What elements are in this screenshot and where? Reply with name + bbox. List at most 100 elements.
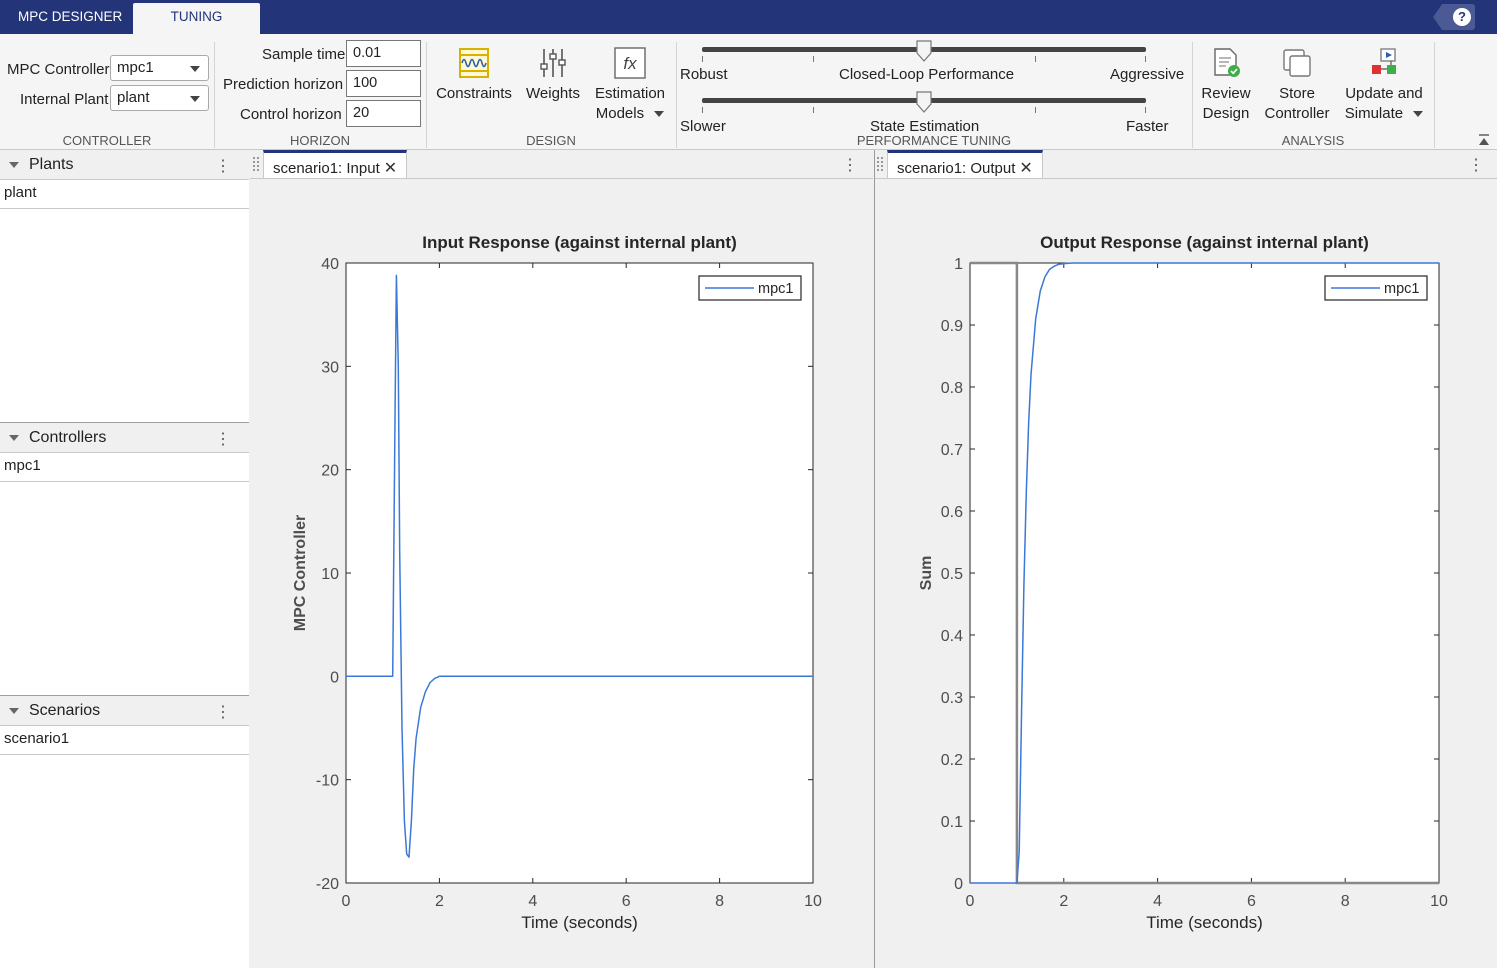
- state-estimation-slider[interactable]: [702, 91, 1146, 113]
- slider-thumb[interactable]: [916, 40, 932, 62]
- y-tick-label: 0: [330, 669, 339, 686]
- update-label-line1: Update and: [1345, 85, 1423, 102]
- toolstrip: MPC Controller mpc1 Internal Plant plant…: [0, 34, 1497, 150]
- chevron-down-icon: [1413, 111, 1424, 118]
- tab-scenario1-output[interactable]: scenario1: Output ✕: [887, 150, 1043, 178]
- output-response-chart: 0 2 4 6 8 10 0 0.1 0.2 0.3 0.4 0.5 0.6 0.7 0.8 0.9 1 Outp…: [918, 233, 1448, 932]
- section-divider: [1434, 42, 1435, 148]
- plot-area: [345, 262, 814, 884]
- y-tick-label: 30: [321, 359, 339, 376]
- sliders-icon: [540, 49, 566, 77]
- prediction-horizon-field[interactable]: 100: [346, 70, 421, 97]
- estimation-models-button[interactable]: fx Estimation Models: [592, 46, 668, 124]
- controller-list-item[interactable]: mpc1: [0, 453, 249, 482]
- close-icon[interactable]: ✕: [1019, 160, 1033, 177]
- x-tick-label: 0: [966, 893, 975, 910]
- slider-tick: [813, 107, 814, 113]
- input-response-chart: 0 2 4 6 8 10 -20 -10 0 10 20 30 40 Input Response (ag…: [292, 233, 822, 932]
- y-tick-label: 20: [321, 463, 339, 480]
- y-tick-label: 0.5: [941, 566, 963, 583]
- output-tab-label: scenario1: Output: [897, 160, 1016, 177]
- collapse-triangle-icon[interactable]: [9, 162, 19, 168]
- controller-section-title: CONTROLLER: [62, 133, 152, 148]
- x-tick-label: 4: [1153, 893, 1162, 910]
- controllers-panel-body: [0, 482, 249, 696]
- internal-plant-dropdown[interactable]: plant: [110, 85, 209, 111]
- y-tick-label: 0.9: [941, 318, 963, 335]
- mpc-controller-label: MPC Controller: [7, 61, 110, 78]
- control-horizon-label: Control horizon: [240, 106, 342, 123]
- y-tick-label: 0.2: [941, 752, 963, 769]
- store-controller-button[interactable]: Store Controller: [1262, 46, 1332, 124]
- control-horizon-field[interactable]: 20: [346, 100, 421, 127]
- slider-tick: [702, 107, 703, 113]
- state-estimation-label: State Estimation: [870, 118, 980, 135]
- constraints-button[interactable]: Constraints: [434, 46, 514, 104]
- x-tick-label: 2: [435, 893, 444, 910]
- sample-time-field[interactable]: 0.01: [346, 40, 421, 67]
- scenarios-panel-header[interactable]: Scenarios ⋮: [0, 696, 249, 726]
- internal-plant-value: plant: [117, 89, 150, 106]
- slider-tick: [702, 56, 703, 62]
- slider-thumb[interactable]: [916, 91, 932, 113]
- legend: mpc1: [698, 275, 802, 301]
- more-options-icon[interactable]: ⋮: [215, 431, 231, 448]
- tab-mpc-designer[interactable]: MPC DESIGNER: [18, 9, 123, 24]
- more-options-icon[interactable]: ⋮: [215, 704, 231, 721]
- mpc-controller-dropdown[interactable]: mpc1: [110, 55, 209, 81]
- simulink-model-icon: [1372, 48, 1396, 74]
- collapse-toolstrip-icon[interactable]: [1478, 134, 1490, 146]
- weights-label: Weights: [526, 85, 580, 102]
- y-tick-label: 10: [321, 566, 339, 583]
- controllers-panel-header[interactable]: Controllers ⋮: [0, 423, 249, 453]
- chart-title: Output Response (against internal plant): [1040, 233, 1369, 252]
- collapse-triangle-icon[interactable]: [9, 708, 19, 714]
- analysis-section-title: ANALYSIS: [1281, 133, 1345, 148]
- store-label-line2: Controller: [1264, 105, 1330, 122]
- y-tick-label: 0.6: [941, 504, 963, 521]
- drag-grip-icon[interactable]: [877, 157, 883, 171]
- performance-tuning-section-title: PERFORMANCE TUNING: [856, 133, 1012, 148]
- x-tick-label: 4: [528, 893, 537, 910]
- y-tick-label: 0.4: [941, 628, 963, 645]
- app-tab-strip: MPC DESIGNER TUNING ?: [0, 0, 1497, 34]
- store-label-line1: Store: [1279, 85, 1315, 102]
- drag-grip-icon[interactable]: [253, 157, 259, 171]
- estimation-label-line1: Estimation: [594, 85, 666, 102]
- input-tab-label: scenario1: Input: [273, 160, 380, 177]
- x-axis-label: Time (seconds): [1146, 913, 1263, 932]
- collapse-triangle-icon[interactable]: [9, 435, 19, 441]
- question-mark-icon: ?: [1453, 8, 1471, 26]
- estimation-label-line2: Models: [595, 105, 645, 122]
- plant-list-item[interactable]: plant: [0, 180, 249, 209]
- faster-label: Faster: [1126, 118, 1169, 135]
- function-icon: fx: [614, 47, 646, 79]
- prediction-horizon-label: Prediction horizon: [223, 76, 344, 93]
- weights-button[interactable]: Weights: [522, 46, 584, 104]
- tab-tuning[interactable]: TUNING: [133, 3, 260, 34]
- review-design-button[interactable]: Review Design: [1196, 46, 1256, 124]
- plants-panel-header[interactable]: Plants ⋮: [0, 150, 249, 180]
- more-options-icon[interactable]: ⋮: [215, 158, 231, 175]
- scenario-list-item[interactable]: scenario1: [0, 726, 249, 755]
- y-tick-label: 0.7: [941, 442, 963, 459]
- closed-loop-performance-label: Closed-Loop Performance: [839, 66, 1015, 83]
- review-design-icon: [1214, 48, 1240, 77]
- more-options-icon[interactable]: ⋮: [842, 157, 858, 174]
- y-axis-label: MPC Controller: [292, 515, 309, 631]
- tab-scenario1-input[interactable]: scenario1: Input ✕: [263, 150, 408, 178]
- controllers-panel-title: Controllers: [29, 429, 107, 446]
- help-button[interactable]: ?: [1433, 4, 1475, 30]
- section-divider: [676, 42, 677, 148]
- update-and-simulate-button[interactable]: Update and Simulate: [1338, 46, 1430, 124]
- mpc-controller-value: mpc1: [117, 59, 154, 76]
- y-tick-label: 0.1: [941, 814, 963, 831]
- close-icon[interactable]: ✕: [383, 160, 398, 177]
- x-axis-label: Time (seconds): [521, 913, 638, 932]
- closed-loop-performance-slider[interactable]: [702, 40, 1146, 62]
- slower-label: Slower: [680, 118, 726, 135]
- y-tick-label: 1: [954, 256, 963, 273]
- more-options-icon[interactable]: ⋮: [1468, 157, 1484, 174]
- y-tick-label: 0.8: [941, 380, 963, 397]
- horizon-section-title: HORIZON: [290, 133, 350, 148]
